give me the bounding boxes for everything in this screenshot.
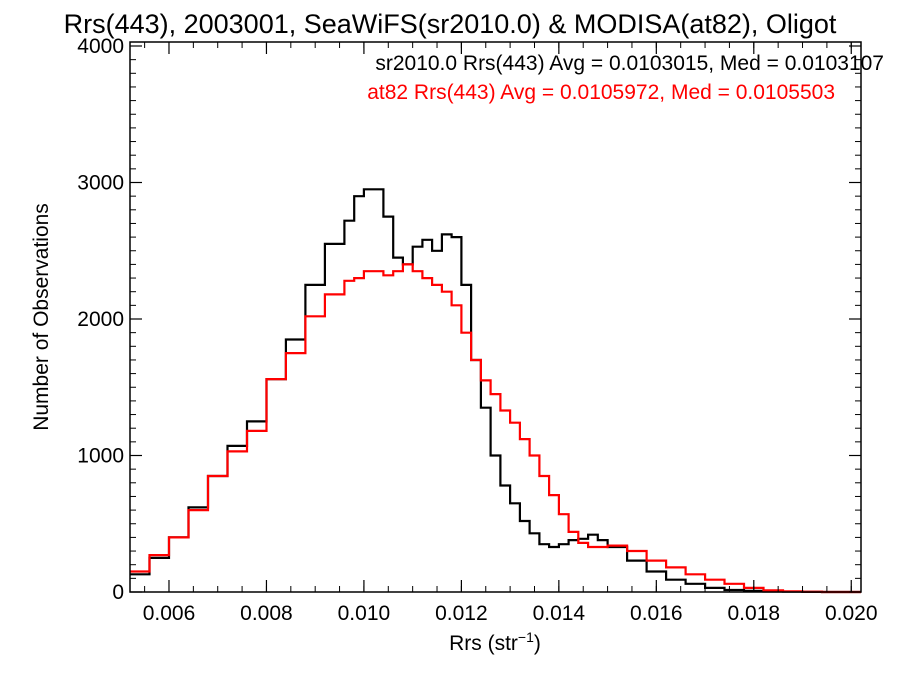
- axis-tick-labels: 0.006 0.008 0.010 0.012 0.014 0.016 0.018 0.020…: [77, 35, 877, 625]
- x-axis-title-tail: ): [534, 632, 541, 655]
- x-axis-title: Rrs (str−1): [449, 629, 541, 655]
- x-tick-label: 0.006: [143, 602, 196, 625]
- legend-entry-sr2010: sr2010.0 Rrs(443) Avg = 0.0103015, Med =…: [375, 52, 884, 75]
- y-axis-title: Number of Observations: [30, 203, 53, 431]
- y-tick-label: 3000: [77, 172, 124, 195]
- x-tick-label: 0.014: [533, 602, 586, 625]
- axis-ticks: [130, 42, 861, 593]
- plot-lines: [130, 188, 861, 594]
- y-tick-label: 0: [112, 581, 124, 604]
- chart-title: Rrs(443), 2003001, SeaWiFS(sr2010.0) & M…: [64, 9, 837, 39]
- x-tick-label: 0.010: [338, 602, 391, 625]
- plot-frame: [129, 41, 862, 593]
- x-tick-label: 0.020: [825, 602, 878, 625]
- y-tick-label: 2000: [77, 308, 124, 331]
- series-line-sr2010-0: [130, 188, 861, 594]
- x-tick-label: 0.018: [728, 602, 781, 625]
- x-axis-title-main: Rrs (str: [449, 632, 518, 655]
- series-line-at82: [130, 263, 861, 594]
- y-tick-label: 1000: [77, 445, 124, 468]
- x-axis-title-superscript: −1: [518, 629, 534, 645]
- y-tick-label: 4000: [77, 35, 124, 58]
- x-tick-label: 0.012: [435, 602, 488, 625]
- legend-entry-at82: at82 Rrs(443) Avg = 0.0105972, Med = 0.0…: [367, 81, 835, 104]
- x-tick-label: 0.008: [240, 602, 293, 625]
- x-tick-label: 0.016: [630, 602, 683, 625]
